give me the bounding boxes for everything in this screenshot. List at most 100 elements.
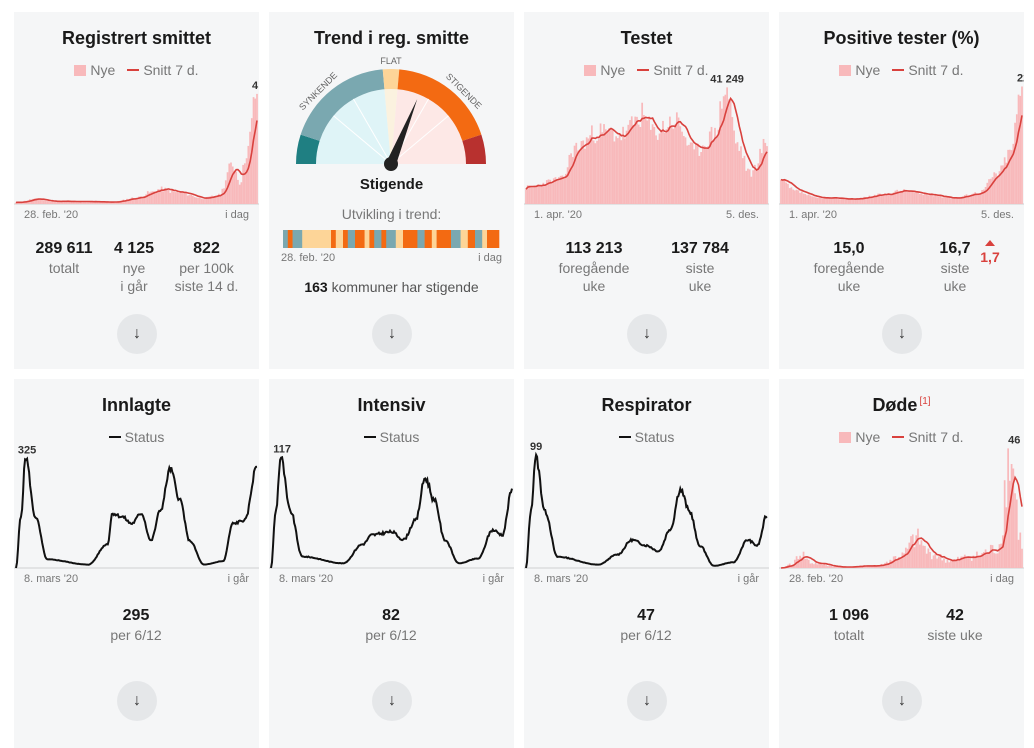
- data-bar: [743, 155, 746, 204]
- data-bar: [788, 188, 791, 204]
- data-bar: [662, 120, 664, 204]
- expand-button[interactable]: ↓: [117, 681, 157, 721]
- data-bar: [996, 553, 999, 568]
- data-bar: [1010, 464, 1013, 568]
- data-bar: [162, 191, 165, 204]
- data-bar: [943, 558, 945, 568]
- data-bar: [183, 192, 186, 204]
- data-bar: [669, 116, 671, 204]
- bar-swatch-icon: [839, 65, 852, 76]
- data-bar: [901, 192, 904, 204]
- data-bar: [889, 194, 892, 204]
- data-bar: [932, 196, 935, 204]
- data-bar: [542, 182, 545, 204]
- data-bar: [101, 201, 104, 204]
- data-bar: [944, 562, 947, 568]
- data-bar: [740, 146, 742, 204]
- data-bar: [44, 200, 47, 204]
- data-bar: [256, 93, 258, 204]
- data-bar: [903, 189, 905, 204]
- data-bar: [927, 548, 930, 568]
- chart-innlagte: 325 8. mars '20 i går: [14, 445, 259, 585]
- chart-dode: 46 28. feb. '20 i dag: [779, 434, 1024, 585]
- data-bar: [750, 176, 753, 204]
- data-bar: [528, 185, 531, 204]
- expand-button[interactable]: ↓: [627, 314, 667, 354]
- data-bar: [584, 148, 586, 204]
- data-bar: [159, 189, 161, 204]
- card-trend: Trend i reg. smitte SYNKENDE FLAT STIGENDE…: [269, 12, 514, 369]
- legend-line: Snitt 7 d.: [908, 429, 964, 445]
- x-axis-start-label: 8. mars '20: [24, 573, 78, 585]
- expand-button[interactable]: ↓: [882, 681, 922, 721]
- data-bar: [875, 565, 878, 568]
- stat-status: 82 per 6/12: [341, 607, 441, 643]
- card-title: Positive tester (%): [823, 28, 980, 48]
- data-bar: [944, 197, 947, 204]
- stat-label-2: siste 14 d.: [174, 278, 239, 294]
- data-bar: [608, 128, 611, 204]
- data-bar: [958, 197, 961, 204]
- data-bar: [176, 192, 179, 204]
- data-bar: [1019, 95, 1022, 204]
- stat-value: 113 213: [565, 240, 623, 257]
- peak-value-label: 46: [1008, 434, 1020, 446]
- data-bar: [993, 553, 996, 568]
- data-bar: [715, 136, 718, 204]
- data-bar: [34, 198, 36, 204]
- expand-button[interactable]: ↓: [117, 314, 157, 354]
- stat-label-2: uke: [837, 278, 861, 294]
- data-bar: [629, 120, 631, 204]
- data-bar: [252, 97, 255, 204]
- data-bar: [91, 201, 94, 204]
- data-bar: [988, 179, 990, 204]
- stat-label: siste: [940, 260, 970, 276]
- stat-label: per 6/12: [110, 627, 162, 643]
- data-bar: [969, 557, 971, 568]
- data-bar: [747, 168, 749, 204]
- data-bar: [799, 192, 801, 204]
- data-bar: [872, 196, 874, 204]
- expand-button[interactable]: ↓: [372, 314, 412, 354]
- data-bar: [193, 197, 196, 204]
- trend-segment: [283, 230, 289, 248]
- data-bar: [611, 129, 614, 204]
- kommuner-count: 163: [304, 279, 328, 295]
- data-bar: [1007, 448, 1009, 568]
- data-bar: [814, 197, 817, 204]
- expand-button[interactable]: ↓: [372, 681, 412, 721]
- line-swatch-icon: [618, 436, 631, 438]
- chart-legend: Nye Snitt 7 d.: [14, 62, 259, 78]
- data-bar: [969, 195, 971, 204]
- data-bar: [606, 131, 609, 204]
- data-bar: [133, 198, 135, 204]
- data-bar: [785, 182, 788, 204]
- x-axis-end-label: i går: [738, 573, 760, 585]
- data-bar: [46, 201, 49, 204]
- trend-segment: [475, 230, 483, 248]
- data-bar: [644, 118, 647, 204]
- card-intensiv: Intensiv Status 117 8. mars '20 i går 82 pe…: [269, 379, 514, 748]
- stat-value: 289 611: [35, 240, 93, 257]
- expand-button[interactable]: ↓: [882, 314, 922, 354]
- expand-button[interactable]: ↓: [627, 681, 667, 721]
- data-bar: [649, 129, 652, 204]
- footnote-link[interactable]: [1]: [919, 396, 931, 407]
- data-bar: [930, 559, 933, 568]
- data-bar: [896, 559, 899, 568]
- data-bar: [924, 545, 926, 568]
- data-bar: [174, 192, 177, 204]
- data-bar: [610, 129, 612, 204]
- data-bar: [797, 190, 800, 204]
- data-bar: [752, 170, 754, 204]
- data-bar: [1012, 143, 1015, 204]
- data-bar: [995, 553, 997, 568]
- data-bar: [532, 186, 534, 204]
- data-bar: [82, 201, 85, 204]
- legend-line: Status: [634, 429, 675, 445]
- data-bar: [734, 143, 737, 204]
- data-bar: [906, 548, 909, 568]
- card-positive-tester: Positive tester (%) Nye Snitt 7 d. 22,2 1.…: [779, 12, 1024, 369]
- data-bar: [710, 126, 713, 204]
- arrow-down-icon: ↓: [643, 325, 651, 342]
